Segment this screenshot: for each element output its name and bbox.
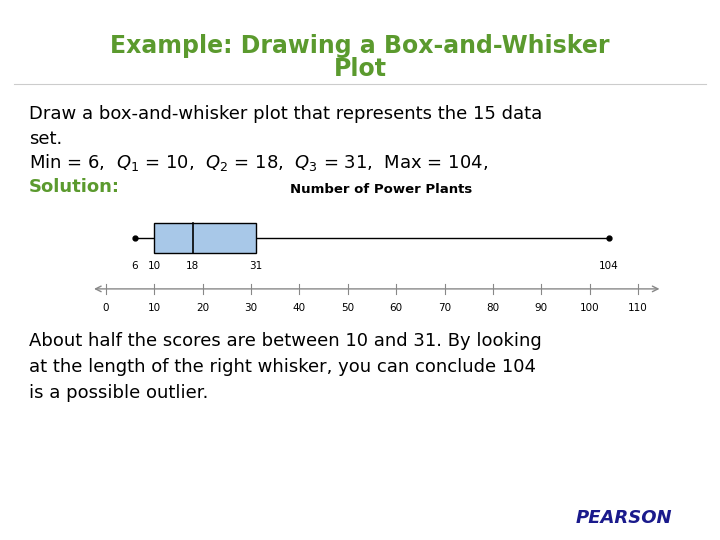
Text: 100: 100	[580, 303, 600, 313]
Text: Solution:: Solution:	[29, 178, 120, 196]
Text: About half the scores are between 10 and 31. By looking
at the length of the rig: About half the scores are between 10 and…	[29, 332, 541, 402]
Text: 10: 10	[148, 261, 161, 271]
Text: Draw a box-and-whisker plot that represents the 15 data
set.: Draw a box-and-whisker plot that represe…	[29, 105, 542, 148]
Text: 20: 20	[196, 303, 209, 313]
Text: Min = 6,  $Q_1$ = 10,  $Q_2$ = 18,  $Q_3$ = 31,  Max = 104,: Min = 6, $Q_1$ = 10, $Q_2$ = 18, $Q_3$ =…	[29, 152, 488, 173]
Text: 30: 30	[244, 303, 258, 313]
Text: 60: 60	[390, 303, 402, 313]
Text: Number of Power Plants: Number of Power Plants	[290, 183, 473, 196]
Text: 6: 6	[132, 261, 138, 271]
Text: PEARSON: PEARSON	[576, 509, 672, 527]
Text: 10: 10	[148, 303, 161, 313]
Text: 70: 70	[438, 303, 451, 313]
Text: 80: 80	[486, 303, 500, 313]
Text: Copyright © 2015, 2012, and 2009 Pearson Education, Inc.: Copyright © 2015, 2012, and 2009 Pearson…	[226, 514, 494, 522]
Text: 110: 110	[629, 303, 648, 313]
Text: 169: 169	[672, 513, 691, 523]
Text: 104: 104	[599, 261, 619, 271]
Text: 50: 50	[341, 303, 354, 313]
Text: 90: 90	[535, 303, 548, 313]
Text: ALWAYS LEARNING: ALWAYS LEARNING	[22, 513, 125, 523]
Text: Plot: Plot	[333, 57, 387, 81]
Text: 18: 18	[186, 261, 199, 271]
Text: Example: Drawing a Box-and-Whisker: Example: Drawing a Box-and-Whisker	[110, 34, 610, 58]
Text: 31: 31	[249, 261, 262, 271]
Text: 40: 40	[293, 303, 306, 313]
Bar	[154, 223, 256, 253]
Text: 0: 0	[102, 303, 109, 313]
